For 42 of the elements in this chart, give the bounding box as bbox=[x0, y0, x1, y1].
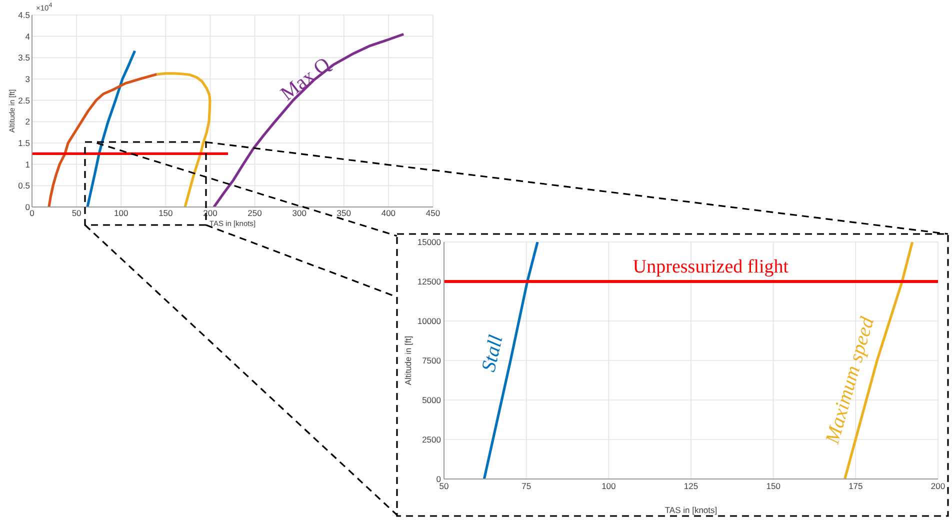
line-series bbox=[482, 242, 539, 479]
y-tick-label: 0.5 bbox=[18, 180, 30, 191]
x-tick-label: 100 bbox=[602, 481, 616, 492]
y-axis-title: Altitude in [ft] bbox=[403, 336, 414, 386]
y-tick-label: 12500 bbox=[417, 276, 442, 287]
y-tick-label: 4.5 bbox=[18, 10, 30, 20]
x-tick-label: 200 bbox=[203, 208, 218, 218]
y-tick-label: 2.5 bbox=[18, 95, 30, 106]
y-tick-label: 3 bbox=[25, 74, 30, 84]
x-tick-label: 75 bbox=[522, 481, 532, 492]
x-tick-label: 150 bbox=[766, 481, 781, 492]
x-tick-label: 50 bbox=[439, 481, 449, 492]
y-tick-label: 0 bbox=[436, 474, 442, 484]
y-tick-label: 4 bbox=[25, 31, 30, 42]
x-tick-label: 300 bbox=[292, 208, 307, 218]
ref-line-label: Unpressurized flight bbox=[632, 256, 790, 278]
y-tick-label: 3.5 bbox=[18, 52, 30, 63]
x-tick-label: 400 bbox=[381, 208, 396, 218]
y-tick-label: 2 bbox=[25, 116, 30, 127]
y-tick-label: 10000 bbox=[417, 316, 442, 326]
line-series bbox=[86, 50, 136, 207]
x-tick-label: 125 bbox=[684, 481, 698, 492]
y-tick-label: 7500 bbox=[422, 356, 442, 366]
x-tick-label: 50 bbox=[72, 208, 82, 218]
x-tick-label: 350 bbox=[336, 208, 352, 218]
y-tick-label: 5000 bbox=[422, 395, 442, 406]
line-series bbox=[212, 32, 405, 207]
x-tick-label: 200 bbox=[930, 481, 946, 492]
x-tick-label: 250 bbox=[248, 208, 262, 218]
y-tick-label: 2500 bbox=[422, 434, 442, 445]
y-tick-label: 1 bbox=[25, 159, 30, 170]
text: Stall bbox=[478, 332, 508, 374]
x-tick-label: 100 bbox=[114, 208, 128, 218]
line-series bbox=[155, 72, 212, 207]
x-tick-label: 175 bbox=[848, 481, 864, 492]
x-tick-label: 150 bbox=[158, 208, 174, 218]
y-tick-label: 15000 bbox=[417, 237, 442, 248]
text: Maximum speed bbox=[821, 314, 879, 448]
line-series bbox=[48, 73, 158, 207]
x-axis-title: TAS in [knots] bbox=[664, 505, 718, 515]
x-tick-label: 450 bbox=[426, 208, 440, 218]
y-tick-label: 1.5 bbox=[18, 138, 30, 148]
